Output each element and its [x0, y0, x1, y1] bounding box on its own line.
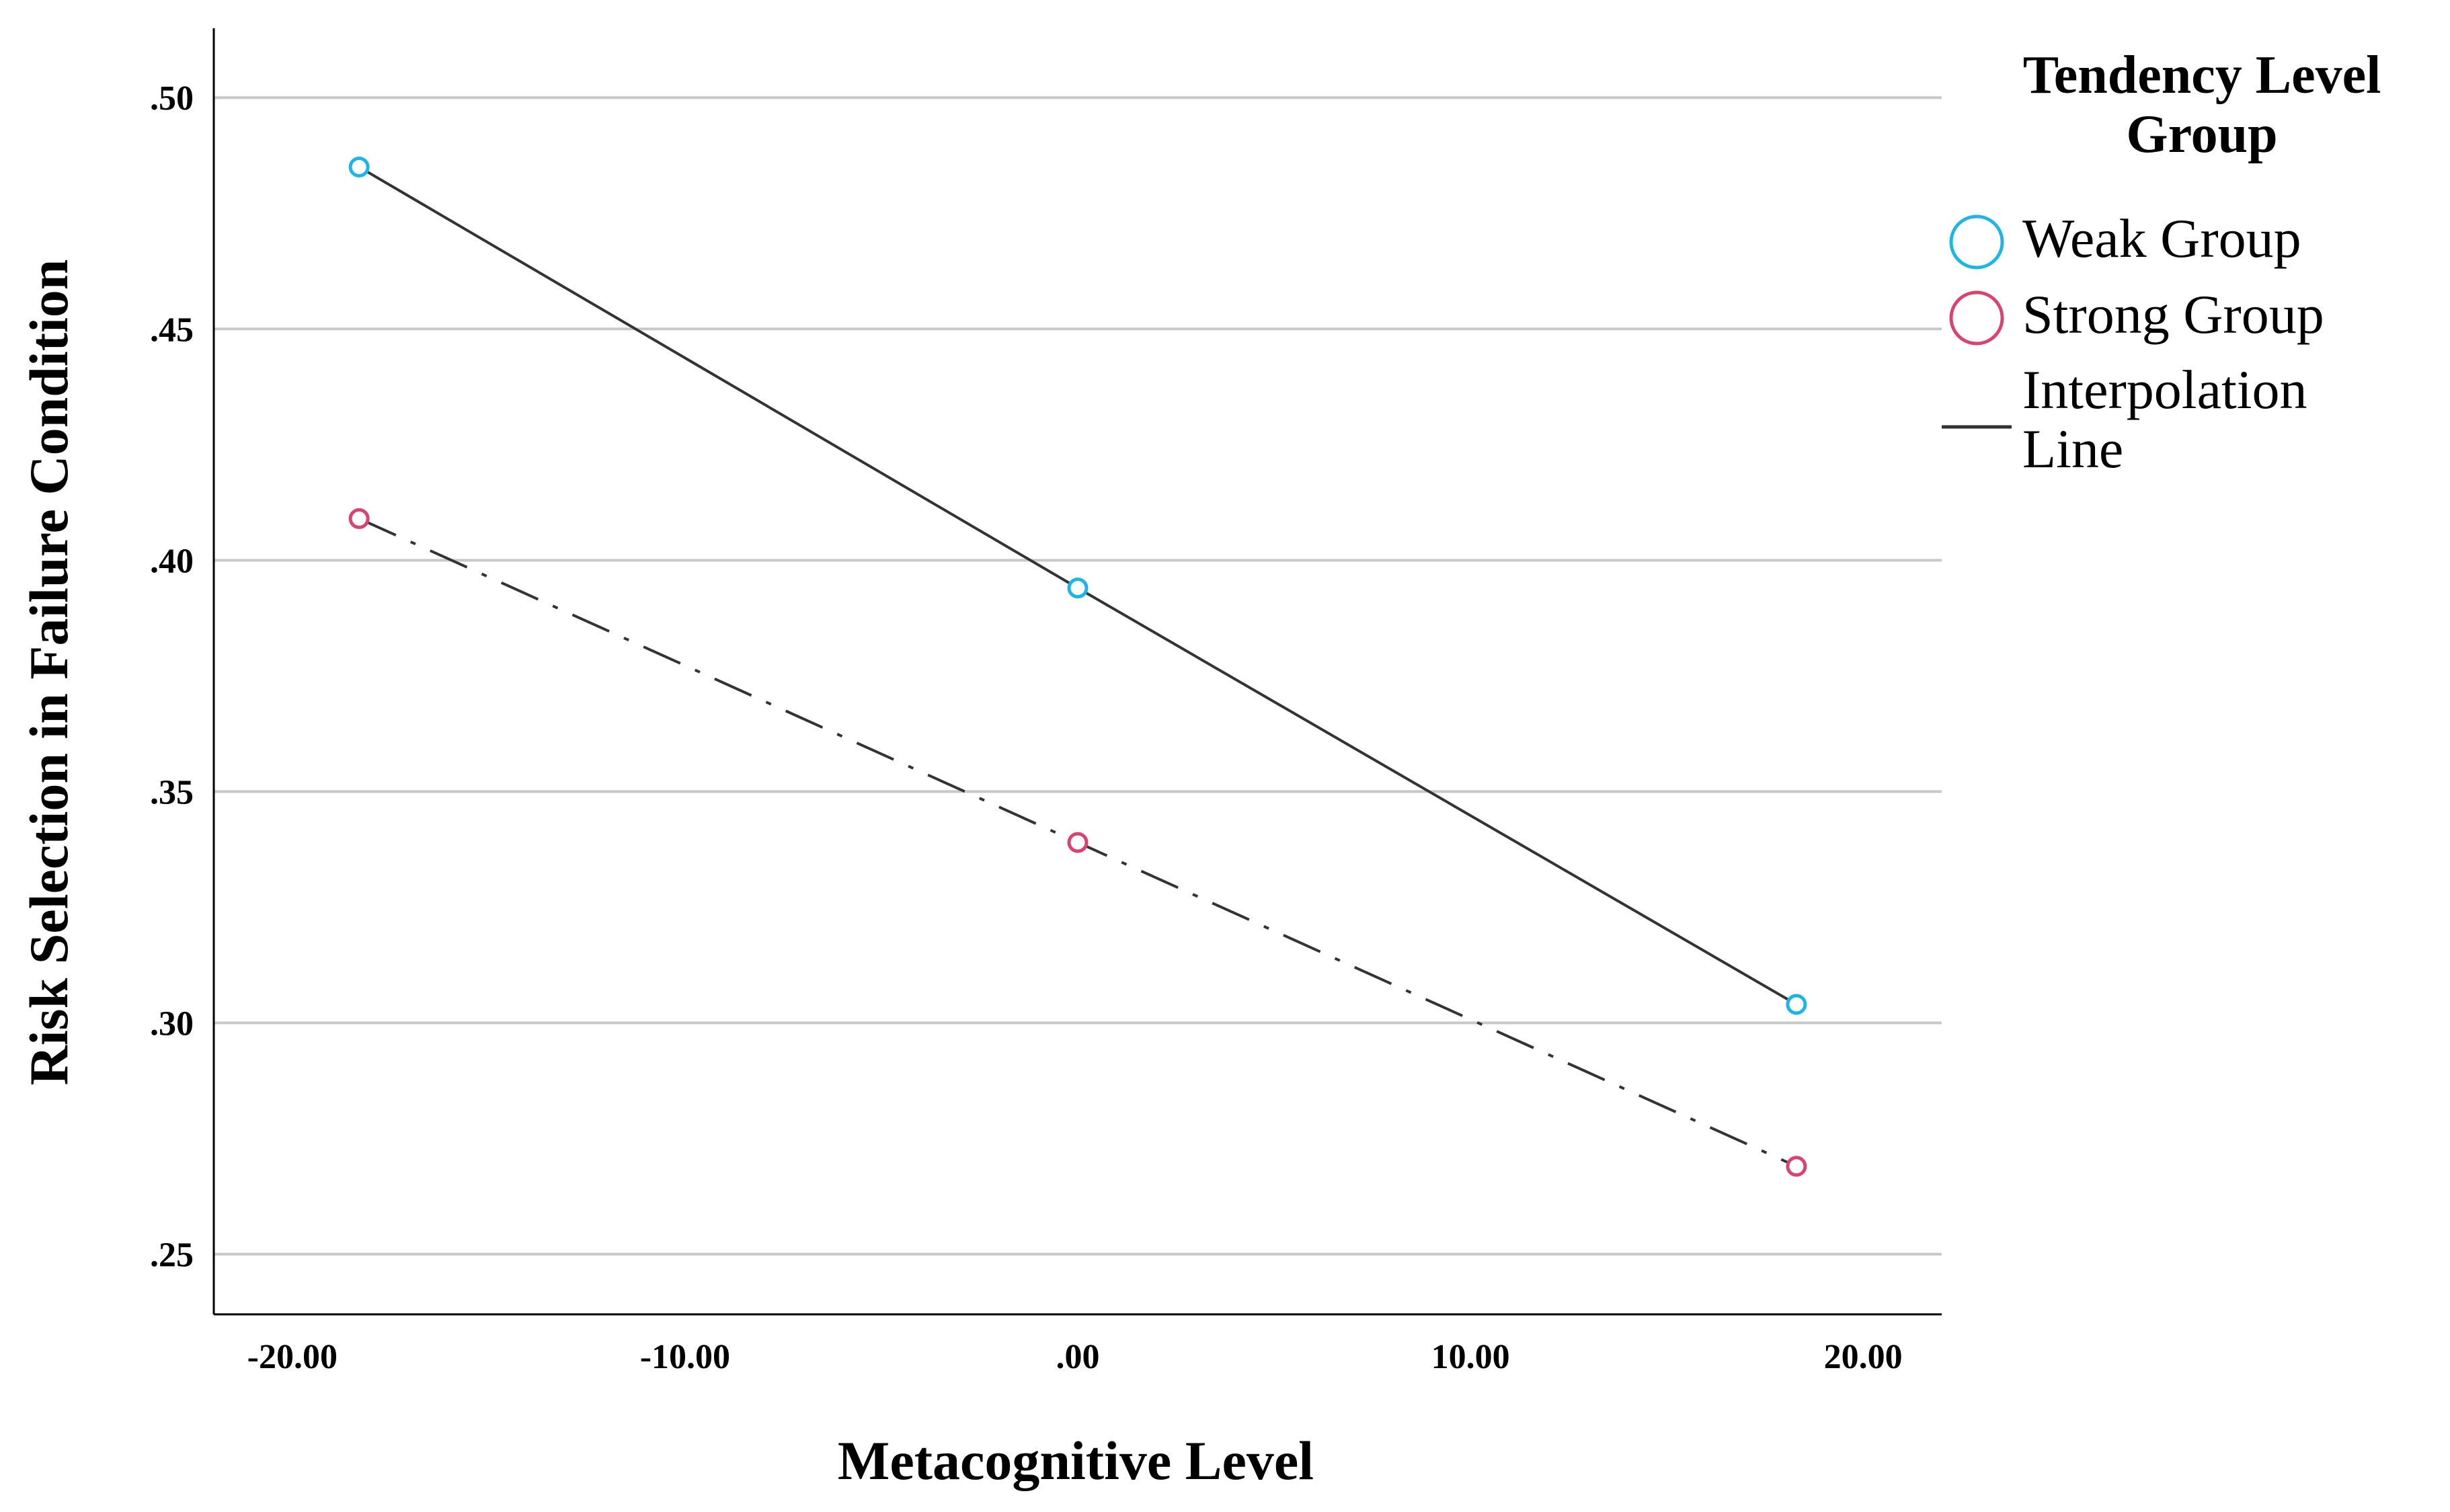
- x-tick-label: .00: [1056, 1338, 1100, 1376]
- y-tick-label: .25: [150, 1236, 194, 1275]
- legend-label: Strong Group: [2022, 284, 2324, 345]
- strong-group-point: [1786, 1156, 1807, 1177]
- legend-marker-strong-group: [1949, 290, 2004, 346]
- tick-labels: .25 .30 .35 .40 .45 .50 -20.00 -10.00 .00 10.00 20…: [150, 79, 1903, 1376]
- x-tick-label: 20.00: [1824, 1338, 1903, 1376]
- strong-group-point: [348, 508, 370, 529]
- legend-title: Tendency Level: [2023, 46, 2381, 105]
- legend-title: Group: [2126, 105, 2277, 164]
- y-tick-label: .40: [150, 542, 194, 580]
- series: [348, 156, 1807, 1177]
- y-tick-label: .30: [150, 1004, 194, 1043]
- y-tick-label: .50: [150, 79, 194, 118]
- x-axis-title: Metacognitive Level: [838, 1430, 1314, 1491]
- weak-group-point: [1786, 994, 1807, 1015]
- y-tick-label: .35: [150, 773, 194, 811]
- weak-group-point: [348, 156, 370, 177]
- strong-group-point: [1067, 832, 1089, 853]
- y-tick-label: .45: [150, 311, 194, 349]
- legend-label: Interpolation: [2022, 359, 2307, 420]
- y-axis-title: Risk Selection in Failure Condition: [18, 260, 79, 1086]
- legend-label: Line: [2022, 418, 2123, 479]
- legend-marker-weak-group: [1949, 214, 2004, 270]
- axes: [212, 28, 1942, 1316]
- x-tick-label: -20.00: [247, 1338, 338, 1376]
- x-tick-label: -10.00: [640, 1338, 730, 1376]
- weak-group-point: [1067, 578, 1089, 599]
- legend-label: Weak Group: [2022, 208, 2301, 269]
- gridlines: [214, 96, 1942, 1256]
- x-tick-label: 10.00: [1431, 1338, 1510, 1376]
